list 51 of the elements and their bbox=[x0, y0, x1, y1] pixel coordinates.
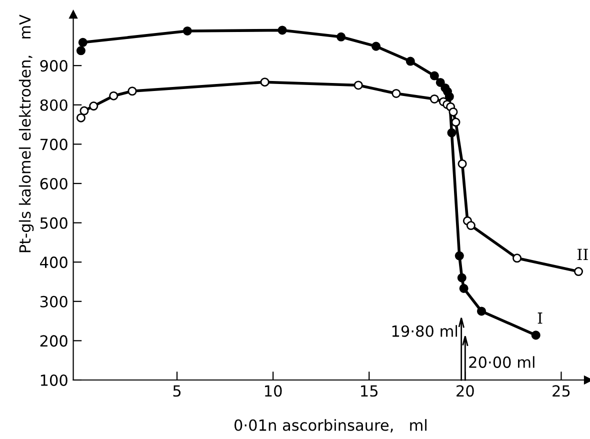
point bbox=[447, 128, 456, 138]
y-tick-label: 300 bbox=[40, 296, 68, 308]
point bbox=[260, 78, 270, 87]
series-label: II bbox=[577, 248, 588, 260]
point bbox=[109, 91, 118, 100]
point bbox=[278, 26, 287, 35]
y-tick-label: 600 bbox=[40, 178, 68, 190]
point bbox=[372, 42, 381, 51]
point bbox=[76, 46, 86, 56]
point bbox=[512, 254, 522, 263]
series-label: I bbox=[538, 312, 542, 324]
y-tick-label: 500 bbox=[40, 217, 68, 229]
x-tick-label: 25 bbox=[552, 385, 570, 397]
point bbox=[458, 159, 467, 168]
point bbox=[78, 38, 88, 47]
y-tick-label: 800 bbox=[40, 99, 68, 111]
point bbox=[451, 118, 460, 127]
point bbox=[459, 284, 468, 293]
x-tick-label: 10 bbox=[265, 385, 282, 397]
x-tick-label: 20 bbox=[456, 385, 474, 397]
point bbox=[444, 92, 454, 102]
y-tick-label: 100 bbox=[40, 374, 68, 386]
ref-line-label: 19·80 ml bbox=[392, 325, 458, 337]
point bbox=[531, 330, 540, 340]
point bbox=[476, 306, 486, 316]
y-tick-label: 200 bbox=[40, 335, 68, 347]
y-tick-label: 400 bbox=[40, 256, 68, 268]
point bbox=[448, 107, 458, 116]
point bbox=[182, 26, 192, 36]
x-tick-label: 15 bbox=[361, 385, 378, 397]
point bbox=[430, 94, 439, 104]
ref-line-label: 20·00 ml bbox=[469, 356, 534, 368]
point bbox=[406, 56, 415, 66]
y-axis-title: Pt-gls kalomel elektroden, mV bbox=[18, 14, 34, 252]
y-tick-label: 700 bbox=[40, 138, 68, 150]
point bbox=[392, 88, 401, 98]
x-axis-title: 0·01n ascorbinsaure, ml bbox=[234, 419, 426, 432]
point bbox=[336, 32, 346, 42]
point bbox=[466, 221, 476, 230]
point bbox=[128, 86, 137, 96]
x-tick-label: 5 bbox=[173, 385, 181, 397]
point bbox=[76, 113, 86, 122]
point bbox=[89, 102, 98, 111]
point bbox=[80, 106, 89, 116]
point bbox=[574, 267, 584, 276]
point bbox=[457, 273, 466, 282]
y-tick-label: 900 bbox=[40, 60, 68, 72]
point bbox=[436, 78, 445, 87]
point bbox=[430, 71, 439, 80]
point bbox=[354, 80, 363, 90]
point bbox=[454, 251, 464, 260]
